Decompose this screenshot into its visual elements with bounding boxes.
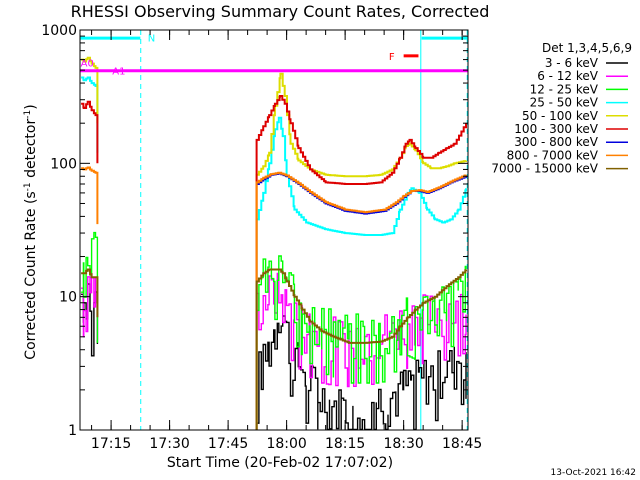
series-line-5-seg-0 — [81, 100, 99, 164]
x-tick-label-0: 17:15 — [91, 436, 131, 452]
series-line-4-seg-0 — [81, 56, 99, 124]
legend-label-3: 25 - 50 keV — [530, 96, 599, 110]
x-tick-label-5: 18:30 — [383, 436, 423, 452]
series-line-5-seg-1 — [255, 95, 467, 430]
y-tick-label-1: 10 — [59, 290, 77, 306]
chart-title: RHESSI Observing Summary Count Rates, Co… — [71, 2, 490, 21]
legend-label-7: 800 - 7000 keV — [507, 148, 599, 162]
x-tick-label-4: 18:15 — [325, 436, 365, 452]
plot-area: N F A0 A1 — [79, 30, 468, 431]
x-tick-label-2: 17:45 — [208, 436, 248, 452]
y-tick-label-0: 1 — [68, 423, 77, 439]
series-line-7-seg-1 — [255, 171, 467, 430]
x-tick-label-6: 18:45 — [442, 436, 482, 452]
annotation-2: A0 — [81, 59, 94, 70]
legend-label-2: 12 - 25 keV — [530, 82, 599, 96]
series-line-4-seg-1 — [255, 72, 467, 430]
plot-frame — [79, 29, 469, 431]
legend-label-4: 50 - 100 keV — [522, 109, 599, 123]
x-tick-label-1: 17:30 — [149, 436, 189, 452]
y-tick-label-3: 1000 — [41, 23, 77, 39]
legend-label-0: 3 - 6 keV — [545, 56, 599, 70]
annotation-3: A1 — [112, 67, 125, 78]
legend-label-5: 100 - 300 keV — [514, 122, 598, 136]
x-tick-label-3: 18:00 — [266, 436, 306, 452]
series-line-2-seg-1 — [255, 255, 467, 430]
annotation-1: F — [389, 52, 395, 63]
series-line-3-seg-1 — [255, 116, 467, 430]
legend-label-1: 6 - 12 keV — [537, 69, 599, 83]
legend-label-6: 300 - 800 keV — [514, 135, 598, 149]
annotation-0: N — [148, 33, 155, 44]
series-line-8-seg-0 — [81, 268, 99, 318]
legend-label-8: 7000 - 15000 keV — [491, 162, 598, 176]
timestamp: 13-Oct-2021 16:42 — [551, 468, 636, 478]
axes: 1 10 100 1000 17:15 17:30 17:45 18:00 18:15 18:30… — [41, 23, 482, 452]
x-axis-label: Start Time (20-Feb-02 17:07:02) — [167, 455, 393, 471]
series-line-8-seg-1 — [255, 268, 467, 430]
y-axis-label: Corrected Count Rate (s-1 detector-1) — [23, 104, 39, 359]
series-line-2-seg-0 — [81, 231, 99, 343]
series-line-3-seg-0 — [81, 76, 99, 153]
y-tick-label-2: 100 — [50, 156, 77, 172]
legend-header: Det 1,3,4,5,6,9 — [542, 41, 632, 55]
series-line-0-seg-1 — [255, 315, 467, 431]
